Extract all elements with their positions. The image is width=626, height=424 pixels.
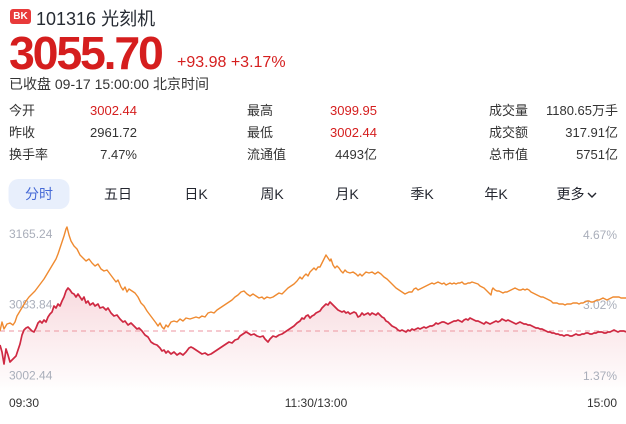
svg-text:3083.84: 3083.84 xyxy=(9,298,53,312)
svg-text:4.67%: 4.67% xyxy=(583,228,617,242)
svg-text:3165.24: 3165.24 xyxy=(9,227,53,241)
svg-text:11:30/13:00: 11:30/13:00 xyxy=(285,396,348,410)
svg-text:15:00: 15:00 xyxy=(587,396,617,410)
svg-text:09:30: 09:30 xyxy=(9,396,39,410)
svg-text:1.37%: 1.37% xyxy=(583,369,617,383)
svg-text:3002.44: 3002.44 xyxy=(9,369,53,383)
